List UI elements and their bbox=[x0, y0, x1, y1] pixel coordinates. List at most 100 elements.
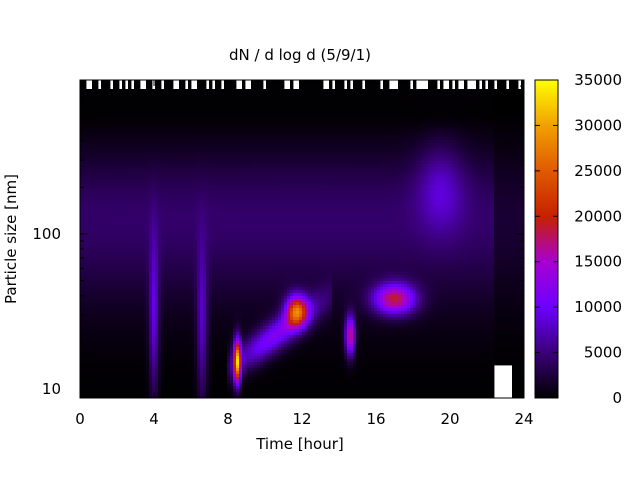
heatmap-cell bbox=[119, 359, 123, 363]
heatmap-cell bbox=[191, 206, 195, 210]
heatmap-cell bbox=[194, 347, 198, 351]
heatmap-cell bbox=[155, 311, 159, 315]
heatmap-cell bbox=[86, 236, 90, 240]
heatmap-cell bbox=[92, 245, 96, 249]
heatmap-cell bbox=[83, 266, 87, 270]
heatmap-cell bbox=[218, 197, 222, 201]
heatmap-cell bbox=[146, 326, 150, 330]
heatmap-cell bbox=[167, 107, 171, 111]
heatmap-cell bbox=[170, 392, 174, 396]
heatmap-cell bbox=[134, 221, 138, 225]
heatmap-cell bbox=[221, 98, 225, 102]
heatmap-cell bbox=[107, 257, 111, 261]
heatmap-cell bbox=[92, 233, 96, 237]
heatmap-cell bbox=[158, 386, 162, 390]
heatmap-cell bbox=[173, 137, 177, 141]
heatmap-cell bbox=[197, 116, 201, 120]
heatmap-cell bbox=[89, 155, 93, 159]
heatmap-cell bbox=[113, 212, 117, 216]
heatmap-cell bbox=[218, 236, 222, 240]
heatmap-cell bbox=[122, 335, 126, 339]
heatmap-cell bbox=[167, 344, 171, 348]
heatmap-cell bbox=[182, 80, 186, 84]
heatmap-cell bbox=[101, 158, 105, 162]
heatmap-cell bbox=[125, 242, 129, 246]
heatmap-cell bbox=[131, 107, 135, 111]
heatmap-cell bbox=[146, 317, 150, 321]
heatmap-cell bbox=[215, 122, 219, 126]
heatmap-cell bbox=[158, 392, 162, 396]
heatmap-cell bbox=[209, 293, 213, 297]
heatmap-cell bbox=[122, 212, 126, 216]
heatmap-cell bbox=[146, 395, 150, 399]
heatmap-cell bbox=[128, 137, 132, 141]
heatmap-cell bbox=[107, 269, 111, 273]
heatmap-cell bbox=[206, 335, 210, 339]
heatmap-cell bbox=[191, 110, 195, 114]
heatmap-cell bbox=[206, 212, 210, 216]
heatmap-cell bbox=[182, 233, 186, 237]
heatmap-cell bbox=[164, 161, 168, 165]
heatmap-cell bbox=[173, 242, 177, 246]
heatmap-cell bbox=[182, 200, 186, 204]
heatmap-cell bbox=[158, 362, 162, 366]
heatmap-cell bbox=[140, 248, 144, 252]
heatmap-cell bbox=[101, 269, 105, 273]
heatmap-cell bbox=[89, 290, 93, 294]
heatmap-cell bbox=[203, 128, 207, 132]
heatmap-cell bbox=[137, 239, 141, 243]
heatmap-cell bbox=[176, 326, 180, 330]
heatmap-cell bbox=[140, 125, 144, 129]
heatmap-cell bbox=[131, 338, 135, 342]
heatmap-cell bbox=[83, 272, 87, 276]
heatmap-cell bbox=[104, 122, 108, 126]
heatmap-cell bbox=[218, 242, 222, 246]
heatmap-cell bbox=[152, 128, 156, 132]
heatmap-cell bbox=[164, 317, 168, 321]
heatmap-cell bbox=[80, 332, 84, 336]
heatmap-cell bbox=[98, 329, 102, 333]
heatmap-cell bbox=[119, 209, 123, 213]
heatmap-cell bbox=[107, 356, 111, 360]
heatmap-cell bbox=[92, 326, 96, 330]
heatmap-cell bbox=[158, 341, 162, 345]
heatmap-cell bbox=[164, 263, 168, 267]
heatmap-cell bbox=[86, 194, 90, 198]
heatmap-cell bbox=[125, 362, 129, 366]
heatmap-cell bbox=[209, 128, 213, 132]
heatmap-cell bbox=[98, 143, 102, 147]
heatmap-cell bbox=[155, 86, 159, 90]
heatmap-cell bbox=[158, 191, 162, 195]
heatmap-cell bbox=[95, 248, 99, 252]
heatmap-cell bbox=[212, 299, 216, 303]
heatmap-cell bbox=[215, 311, 219, 315]
heatmap-cell bbox=[119, 305, 123, 309]
heatmap-cell bbox=[89, 236, 93, 240]
heatmap-cell bbox=[161, 302, 165, 306]
heatmap-cell bbox=[212, 140, 216, 144]
heatmap-cell bbox=[161, 389, 165, 393]
heatmap-cell bbox=[182, 353, 186, 357]
heatmap-cell bbox=[101, 110, 105, 114]
heatmap-cell bbox=[128, 143, 132, 147]
heatmap-cell bbox=[188, 362, 192, 366]
heatmap-cell bbox=[131, 269, 135, 273]
heatmap-cell bbox=[155, 203, 159, 207]
heatmap-cell bbox=[119, 194, 123, 198]
heatmap-cell bbox=[113, 323, 117, 327]
heatmap-cell bbox=[170, 113, 174, 117]
heatmap-cell bbox=[188, 173, 192, 177]
heatmap-cell bbox=[137, 173, 141, 177]
heatmap-cell bbox=[98, 161, 102, 165]
heatmap-cell bbox=[92, 173, 96, 177]
heatmap-cell bbox=[182, 86, 186, 90]
heatmap-cell bbox=[170, 227, 174, 231]
heatmap-cell bbox=[179, 338, 183, 342]
heatmap-cell bbox=[173, 332, 177, 336]
heatmap-cell bbox=[209, 329, 213, 333]
heatmap-cell bbox=[197, 89, 201, 93]
heatmap-cell bbox=[170, 185, 174, 189]
heatmap-cell bbox=[92, 368, 96, 372]
heatmap-cell bbox=[86, 290, 90, 294]
heatmap-cell bbox=[152, 266, 156, 270]
